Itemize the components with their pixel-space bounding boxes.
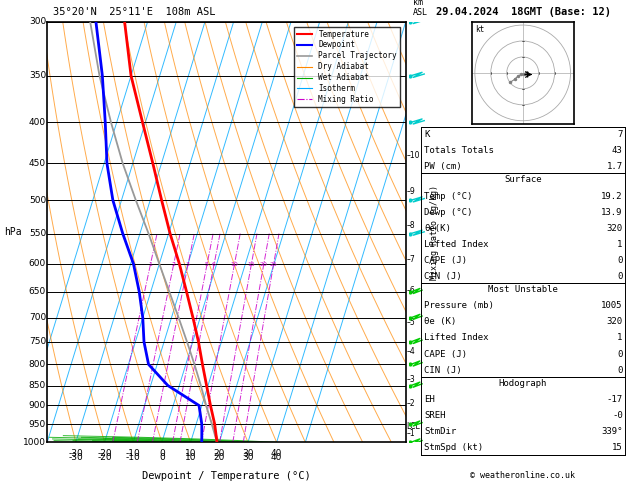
Text: 320: 320: [606, 317, 623, 327]
Text: 320: 320: [606, 224, 623, 233]
Text: StmDir: StmDir: [424, 427, 456, 436]
Text: –10: –10: [406, 151, 420, 160]
Text: 1: 1: [617, 240, 623, 249]
Text: Surface: Surface: [504, 175, 542, 185]
Text: –6: –6: [406, 286, 415, 295]
Text: 5: 5: [204, 262, 208, 267]
Text: 40: 40: [271, 453, 282, 462]
Text: 30: 30: [242, 449, 253, 457]
Text: © weatheronline.co.uk: © weatheronline.co.uk: [470, 471, 574, 480]
Text: PW (cm): PW (cm): [424, 162, 462, 171]
Text: -0: -0: [612, 411, 623, 420]
Text: 550: 550: [29, 229, 46, 238]
Text: 950: 950: [29, 420, 46, 429]
Text: -30: -30: [69, 453, 83, 462]
Text: 10: 10: [185, 453, 196, 462]
Text: 20: 20: [259, 262, 267, 267]
Text: 10: 10: [230, 262, 238, 267]
Text: 15: 15: [612, 443, 623, 452]
Text: CAPE (J): CAPE (J): [424, 256, 467, 265]
Text: LCL: LCL: [406, 422, 420, 431]
Text: Mixing Ratio (g/kg): Mixing Ratio (g/kg): [430, 185, 438, 279]
Text: EH: EH: [424, 395, 435, 404]
Text: 6: 6: [211, 262, 216, 267]
Text: -10: -10: [126, 453, 141, 462]
Text: SREH: SREH: [424, 411, 445, 420]
Text: 500: 500: [29, 196, 46, 205]
Text: 900: 900: [29, 401, 46, 410]
Text: 10: 10: [185, 449, 196, 457]
Text: 0: 0: [159, 453, 165, 462]
Text: CAPE (J): CAPE (J): [424, 349, 467, 359]
Text: 20: 20: [214, 453, 225, 462]
Text: CIN (J): CIN (J): [424, 365, 462, 375]
Text: Pressure (mb): Pressure (mb): [424, 301, 494, 311]
Text: –9: –9: [406, 187, 415, 195]
Text: 850: 850: [29, 381, 46, 390]
Text: 750: 750: [29, 337, 46, 347]
Text: 700: 700: [29, 313, 46, 322]
Text: –4: –4: [406, 347, 415, 356]
Text: 30: 30: [242, 453, 253, 462]
Text: –5: –5: [406, 318, 415, 327]
Text: 1.7: 1.7: [606, 162, 623, 171]
Text: 35°20'N  25°11'E  108m ASL: 35°20'N 25°11'E 108m ASL: [53, 7, 216, 17]
Text: 400: 400: [29, 118, 46, 127]
Text: Dewpoint / Temperature (°C): Dewpoint / Temperature (°C): [142, 471, 311, 482]
Text: Dewp (°C): Dewp (°C): [424, 208, 472, 217]
Text: Lifted Index: Lifted Index: [424, 240, 489, 249]
Text: -30: -30: [69, 449, 83, 457]
Text: kt: kt: [475, 25, 484, 34]
Text: 1005: 1005: [601, 301, 623, 311]
Text: θe (K): θe (K): [424, 317, 456, 327]
Text: –7: –7: [406, 255, 415, 264]
Text: 650: 650: [29, 287, 46, 296]
Text: 2: 2: [171, 262, 175, 267]
Text: 15: 15: [247, 262, 255, 267]
Text: 29.04.2024  18GMT (Base: 12): 29.04.2024 18GMT (Base: 12): [435, 7, 611, 17]
Text: -20: -20: [97, 453, 112, 462]
Text: 0: 0: [159, 449, 165, 457]
Text: K: K: [424, 130, 430, 139]
Legend: Temperature, Dewpoint, Parcel Trajectory, Dry Adiabat, Wet Adiabat, Isotherm, Mi: Temperature, Dewpoint, Parcel Trajectory…: [294, 27, 400, 107]
Text: 800: 800: [29, 360, 46, 369]
Text: –1: –1: [406, 429, 415, 438]
Text: -10: -10: [126, 449, 141, 457]
Text: 19.2: 19.2: [601, 191, 623, 201]
Text: –3: –3: [406, 375, 415, 384]
Text: CIN (J): CIN (J): [424, 272, 462, 281]
Text: 1: 1: [617, 333, 623, 343]
Text: Hodograph: Hodograph: [499, 379, 547, 388]
Text: 350: 350: [29, 71, 46, 80]
Text: 43: 43: [612, 146, 623, 155]
Text: 0: 0: [617, 272, 623, 281]
Text: 339°: 339°: [601, 427, 623, 436]
Text: 1: 1: [148, 262, 152, 267]
Text: 1000: 1000: [23, 438, 46, 447]
Text: 7: 7: [617, 130, 623, 139]
Text: –8: –8: [406, 221, 415, 230]
Text: Lifted Index: Lifted Index: [424, 333, 489, 343]
Text: θe(K): θe(K): [424, 224, 451, 233]
Text: Temp (°C): Temp (°C): [424, 191, 472, 201]
Text: Most Unstable: Most Unstable: [488, 285, 558, 295]
Text: 0: 0: [617, 349, 623, 359]
Text: –2: –2: [406, 399, 415, 408]
Text: 20: 20: [214, 449, 225, 457]
Text: Totals Totals: Totals Totals: [424, 146, 494, 155]
Text: km
ASL: km ASL: [413, 0, 428, 17]
Text: 0: 0: [617, 365, 623, 375]
Text: 0: 0: [617, 256, 623, 265]
Text: -17: -17: [606, 395, 623, 404]
Text: 600: 600: [29, 260, 46, 268]
Text: hPa: hPa: [4, 227, 21, 237]
Text: 40: 40: [271, 449, 282, 457]
Text: 450: 450: [29, 159, 46, 168]
Text: StmSpd (kt): StmSpd (kt): [424, 443, 483, 452]
Text: 25: 25: [269, 262, 277, 267]
Text: 300: 300: [29, 17, 46, 26]
Text: -20: -20: [97, 449, 112, 457]
Text: 3: 3: [186, 262, 189, 267]
Text: 13.9: 13.9: [601, 208, 623, 217]
